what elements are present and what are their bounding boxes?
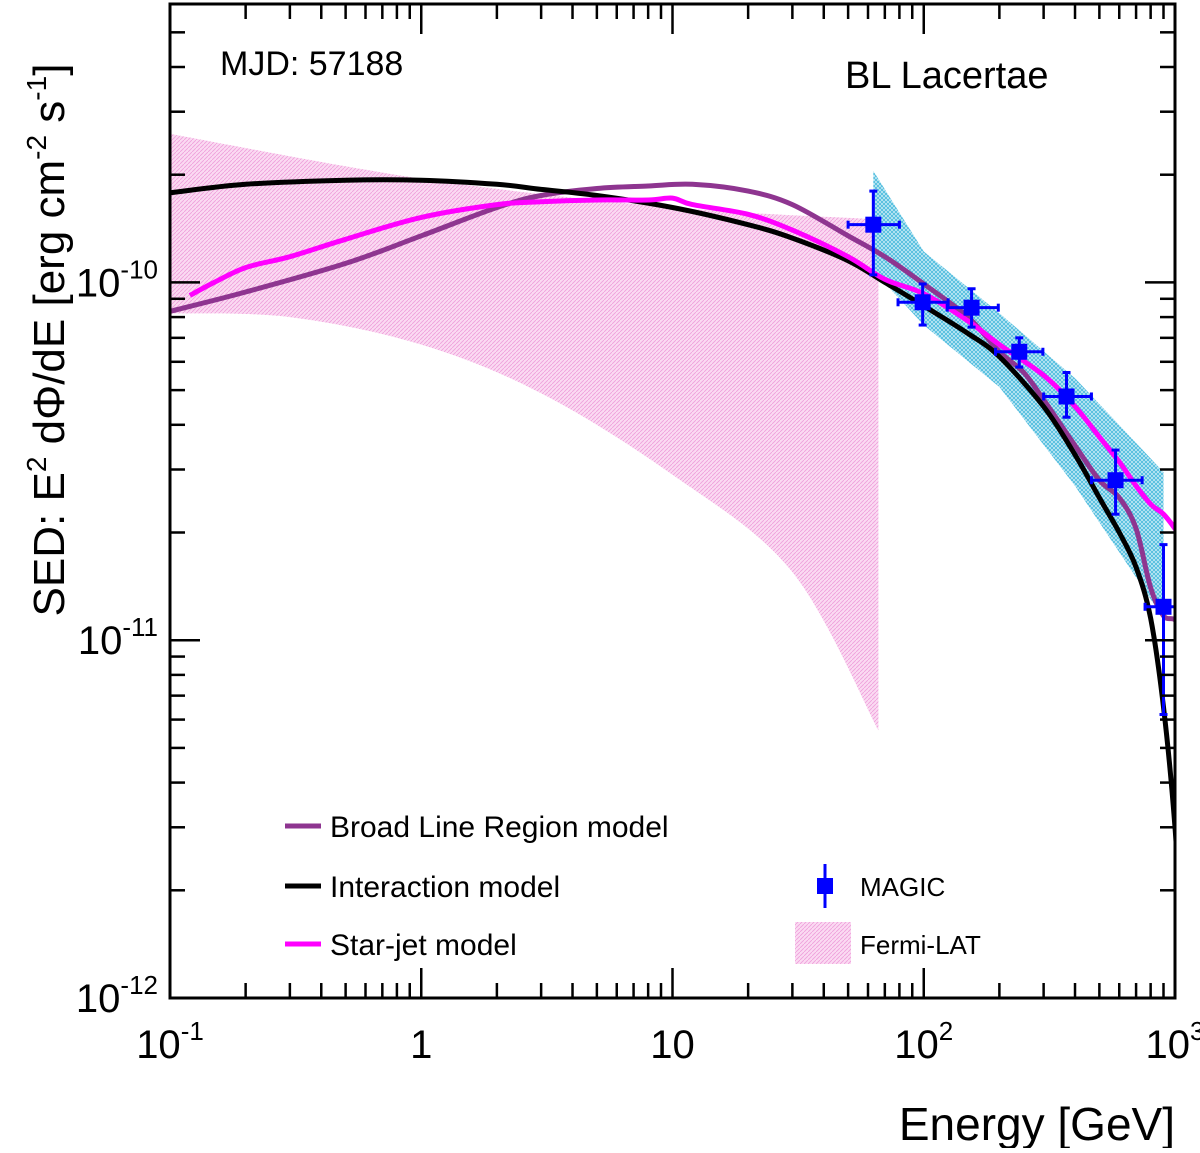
legend-item: Star-jet model — [285, 929, 517, 962]
plot-frame — [168, 2, 1177, 1000]
x-axis-label: Energy [GeV] — [899, 1098, 1175, 1148]
bands-layer — [170, 133, 1164, 731]
x-tick-label: 1 — [410, 1023, 432, 1067]
legend-item: Interaction model — [285, 871, 560, 904]
magic-point — [846, 189, 901, 277]
magic-band — [873, 170, 1164, 619]
source-annotation: BL Lacertae — [845, 55, 1049, 97]
magic-point — [896, 282, 950, 327]
legend-label: Fermi-LAT — [860, 930, 981, 960]
legend-item: Fermi-LAT — [795, 922, 981, 964]
star-jet-model-line — [188, 195, 1175, 534]
legend-label: Star-jet model — [330, 929, 517, 962]
legend: Broad Line Region model Interaction model… — [285, 811, 981, 964]
magic-point — [1089, 448, 1144, 516]
magic-point — [1143, 543, 1177, 716]
legend-label: Interaction model — [330, 871, 560, 904]
legend-label: Broad Line Region model — [330, 811, 669, 844]
mjd-annotation: MJD: 57188 — [220, 45, 403, 83]
legend-item: Broad Line Region model — [285, 811, 669, 844]
legend-label: MAGIC — [860, 872, 945, 902]
magic-points-layer — [846, 189, 1177, 716]
y-tick-label: 10-11 — [78, 612, 158, 663]
broad-line-region-model-line — [170, 181, 1175, 624]
magic-point — [993, 336, 1045, 369]
x-tick-label: 102 — [894, 1016, 953, 1067]
y-axis-label: SED: E2 dΦ/dE [erg cm-2 s-1] — [21, 64, 74, 617]
legend-item: MAGIC — [817, 864, 945, 908]
y-tick-label: 10-12 — [76, 970, 158, 1021]
legend-swatch — [795, 922, 851, 964]
magic-point — [945, 287, 1000, 329]
x-tick-label: 10 — [650, 1023, 695, 1067]
y-tick-label: 10-10 — [76, 254, 158, 305]
fermi-lat-band — [170, 133, 879, 731]
x-tick-label: 10-1 — [136, 1016, 204, 1067]
magic-point — [1042, 371, 1093, 419]
x-tick-label: 103 — [1146, 1016, 1200, 1067]
